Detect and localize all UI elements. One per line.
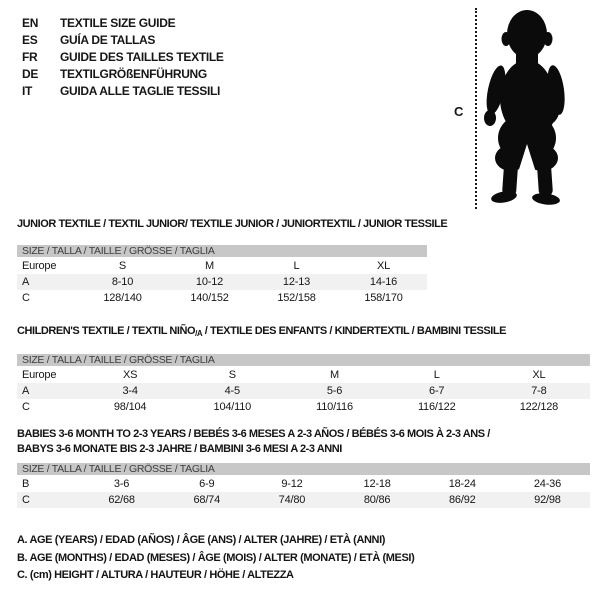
value-cell: 6-9 bbox=[199, 478, 215, 490]
size-header-bar: SIZE / TALLA / TAILLE / GRÖSSE / TAGLIA bbox=[17, 463, 590, 475]
value-cell: 18-24 bbox=[448, 478, 476, 490]
babies-table-title: BABIES 3-6 MONTH TO 2-3 YEARS / BEBÉS 3-… bbox=[17, 427, 590, 457]
lang-label: TEXTILGRÖßENFÜHRUNG bbox=[60, 67, 207, 81]
value-cell: XS bbox=[122, 369, 138, 381]
lang-line-it: IT GUIDA ALLE TAGLIE TESSILI bbox=[22, 83, 224, 100]
row-label: C bbox=[22, 292, 30, 304]
childrens-table-title: CHILDREN'S TEXTILE / TEXTIL NIÑO/A / TEX… bbox=[17, 324, 590, 341]
value-cell: 7-8 bbox=[531, 385, 547, 397]
value-cell: XL bbox=[532, 369, 546, 381]
lang-line-es: ES GUÍA DE TALLAS bbox=[22, 32, 224, 49]
lang-line-fr: FR GUIDE DES TAILLES TEXTILE bbox=[22, 49, 224, 66]
value-cell: 3-6 bbox=[113, 478, 130, 490]
table-row-height: C 98/104 104/110 110/116 116/122 122/128 bbox=[17, 399, 590, 415]
row-label: Europe bbox=[22, 260, 57, 272]
height-marker-label: C bbox=[454, 104, 464, 119]
value-cell: 3-4 bbox=[122, 385, 138, 397]
size-header-bar: SIZE / TALLA / TAILLE / GRÖSSE / TAGLIA bbox=[17, 245, 427, 257]
value-cell: 12-18 bbox=[363, 478, 391, 490]
babies-table-section: BABIES 3-6 MONTH TO 2-3 YEARS / BEBÉS 3-… bbox=[17, 427, 590, 508]
value-cell: 14-16 bbox=[369, 276, 398, 288]
value-cell: 110/116 bbox=[316, 401, 353, 413]
title-main: CHILDREN'S TEXTILE / TEXTIL NIÑO bbox=[17, 325, 196, 337]
lang-code: IT bbox=[22, 84, 33, 98]
row-label: B bbox=[22, 478, 30, 490]
value-cell: 158/170 bbox=[364, 292, 403, 304]
value-cell: 10-12 bbox=[195, 276, 224, 288]
value-cell: 68/74 bbox=[193, 494, 221, 506]
lang-code: ES bbox=[22, 33, 38, 47]
value-cell: S bbox=[118, 260, 127, 272]
table-row-height: C 128/140 140/152 152/158 158/170 bbox=[17, 290, 427, 306]
value-cell: 24-36 bbox=[533, 478, 562, 490]
value-cell: 86/92 bbox=[449, 494, 476, 506]
lang-code: EN bbox=[22, 16, 39, 30]
value-cell: M bbox=[330, 369, 339, 381]
height-dotted-line bbox=[475, 8, 477, 209]
value-cell: 62/68 bbox=[108, 494, 135, 506]
value-cell: 80/86 bbox=[363, 494, 391, 506]
table-row-europe: Europe XS S M L XL bbox=[17, 367, 590, 383]
lang-line-en: EN TEXTILE SIZE GUIDE bbox=[22, 15, 224, 32]
value-cell: 152/158 bbox=[277, 292, 316, 304]
value-cell: 140/152 bbox=[190, 292, 229, 304]
junior-table-section: JUNIOR TEXTILE / TEXTIL JUNIOR/ TEXTILE … bbox=[17, 217, 448, 306]
language-header: EN TEXTILE SIZE GUIDE ES GUÍA DE TALLAS … bbox=[22, 15, 224, 100]
value-cell: 4-5 bbox=[224, 385, 241, 397]
footnote-age-years: A. AGE (YEARS) / EDAD (AÑOS) / ÂGE (ANS)… bbox=[17, 534, 385, 546]
table-row-height: C 62/68 68/74 74/80 80/86 86/92 92/98 bbox=[17, 492, 590, 508]
babies-title-line2: BABYS 3-6 MONATE BIS 2-3 JAHRE / BAMBINI… bbox=[17, 443, 342, 455]
row-label: Europe bbox=[22, 369, 57, 381]
value-cell: 122/128 bbox=[519, 401, 559, 413]
table-row-age: A 8-10 10-12 12-13 14-16 bbox=[17, 274, 427, 290]
table-row-months: B 3-6 6-9 9-12 12-18 18-24 24-36 bbox=[17, 476, 590, 492]
row-label: A bbox=[22, 385, 30, 397]
value-cell: L bbox=[293, 260, 300, 272]
footnote-age-months: B. AGE (MONTHS) / EDAD (MESES) / ÂGE (MO… bbox=[17, 551, 415, 564]
value-cell: M bbox=[205, 260, 214, 272]
table-row-europe: Europe S M L XL bbox=[17, 258, 427, 274]
value-cell: 98/104 bbox=[113, 401, 147, 413]
lang-label: GUIDE DES TAILLES TEXTILE bbox=[60, 50, 224, 64]
childrens-table-section: CHILDREN'S TEXTILE / TEXTIL NIÑO/A / TEX… bbox=[17, 324, 590, 415]
junior-table-title: JUNIOR TEXTILE / TEXTIL JUNIOR/ TEXTILE … bbox=[17, 218, 448, 230]
value-cell: 9-12 bbox=[281, 478, 303, 490]
lang-line-de: DE TEXTILGRÖßENFÜHRUNG bbox=[22, 66, 224, 83]
babies-title-line1: BABIES 3-6 MONTH TO 2-3 YEARS / BEBÉS 3-… bbox=[17, 428, 490, 440]
lang-label: GUÍA DE TALLAS bbox=[60, 33, 156, 47]
table-row-age: A 3-4 4-5 5-6 6-7 7-8 bbox=[17, 383, 590, 399]
row-label: A bbox=[22, 276, 30, 288]
value-cell: 92/98 bbox=[534, 494, 561, 506]
value-cell: 74/80 bbox=[278, 494, 306, 506]
value-cell: S bbox=[228, 369, 236, 381]
lang-code: DE bbox=[22, 67, 39, 81]
row-label: C bbox=[22, 401, 30, 413]
size-header-bar: SIZE / TALLA / TAILLE / GRÖSSE / TAGLIA bbox=[17, 354, 590, 366]
lang-label: GUIDA ALLE TAGLIE TESSILI bbox=[60, 84, 221, 98]
lang-code: FR bbox=[22, 50, 38, 64]
value-cell: 12-13 bbox=[282, 276, 311, 288]
value-cell: 104/110 bbox=[213, 401, 252, 413]
title-subscript: /A bbox=[195, 329, 203, 338]
value-cell: L bbox=[433, 369, 440, 381]
value-cell: XL bbox=[376, 260, 391, 272]
value-cell: 128/140 bbox=[103, 292, 142, 304]
value-cell: 116/122 bbox=[417, 401, 456, 413]
value-cell: 5-6 bbox=[326, 385, 343, 397]
title-rest: / TEXTILE DES ENFANTS / KINDERTEXTIL / B… bbox=[202, 325, 507, 337]
value-cell: 6-7 bbox=[429, 385, 445, 397]
footnote-height: C. (cm) HEIGHT / ALTURA / HAUTEUR / HÖHE… bbox=[17, 569, 294, 581]
row-label: C bbox=[22, 494, 30, 506]
lang-label: TEXTILE SIZE GUIDE bbox=[60, 16, 176, 30]
leg-gap bbox=[515, 144, 539, 182]
toddler-silhouette-icon bbox=[484, 10, 565, 205]
footnotes: A. AGE (YEARS) / EDAD (AÑOS) / ÂGE (ANS)… bbox=[17, 532, 415, 585]
value-cell: 8-10 bbox=[111, 276, 134, 288]
